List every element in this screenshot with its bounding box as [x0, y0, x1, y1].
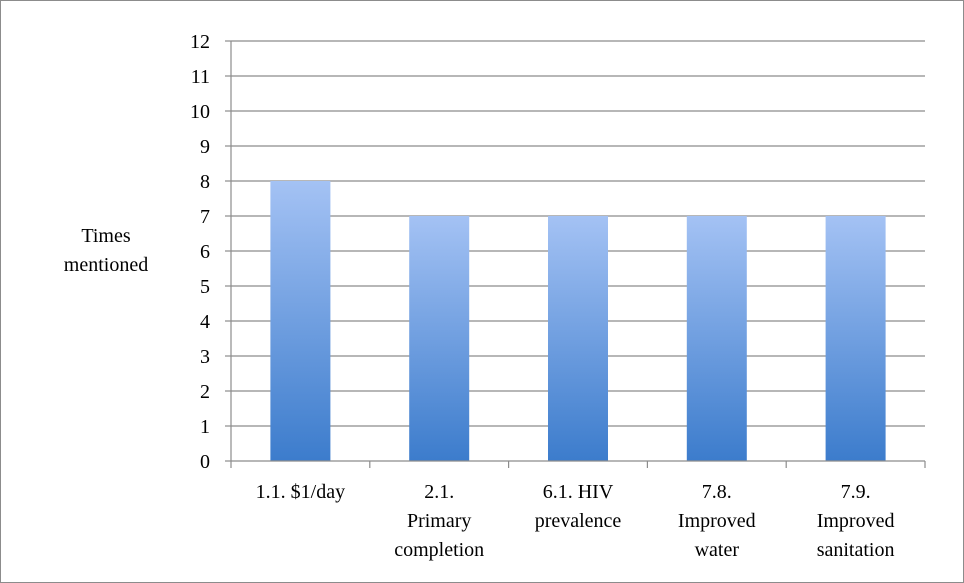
x-category-label: 7.9. — [841, 481, 871, 503]
y-axis-title-line: Times — [81, 225, 131, 247]
x-category-label: sanitation — [817, 539, 895, 561]
bar — [548, 216, 608, 461]
x-category-label: water — [695, 539, 740, 561]
y-tick-label: 1 — [200, 416, 210, 438]
y-tick-label: 9 — [200, 136, 210, 158]
x-category-label: Improved — [817, 510, 895, 532]
x-category-label: completion — [394, 539, 484, 561]
y-tick-label: 0 — [200, 451, 210, 473]
y-axis-title-line: mentioned — [64, 254, 148, 276]
x-category-label: 2.1. — [424, 481, 454, 503]
bar — [686, 216, 747, 461]
y-tick-label: 7 — [200, 206, 210, 228]
x-category-label: prevalence — [535, 510, 622, 532]
axes — [225, 40, 926, 468]
x-category-label: 7.8. — [702, 481, 732, 503]
y-tick-label: 4 — [200, 311, 210, 333]
y-tick-label: 5 — [200, 276, 210, 298]
bar — [409, 216, 470, 461]
y-tick-label: 11 — [191, 66, 210, 88]
x-category-label: Primary — [407, 510, 471, 532]
x-category-label: Improved — [678, 510, 756, 532]
y-tick-label: 8 — [200, 171, 210, 193]
bar — [270, 181, 331, 461]
y-tick-label: 12 — [190, 31, 210, 53]
y-tick-label: 6 — [200, 241, 210, 263]
y-tick-label: 3 — [200, 346, 210, 368]
bars — [270, 181, 886, 461]
x-category-labels: 1.1. $1/day 2.1. Primary completion 6.1. HIV… — [256, 481, 895, 561]
x-category-label: 1.1. $1/day — [256, 481, 345, 503]
y-tick-label: 2 — [200, 381, 210, 403]
x-category-label: 6.1. HIV — [543, 481, 614, 503]
y-axis-title: Times mentioned — [64, 225, 148, 276]
y-tick-label: 10 — [190, 101, 210, 123]
bar — [825, 216, 886, 461]
